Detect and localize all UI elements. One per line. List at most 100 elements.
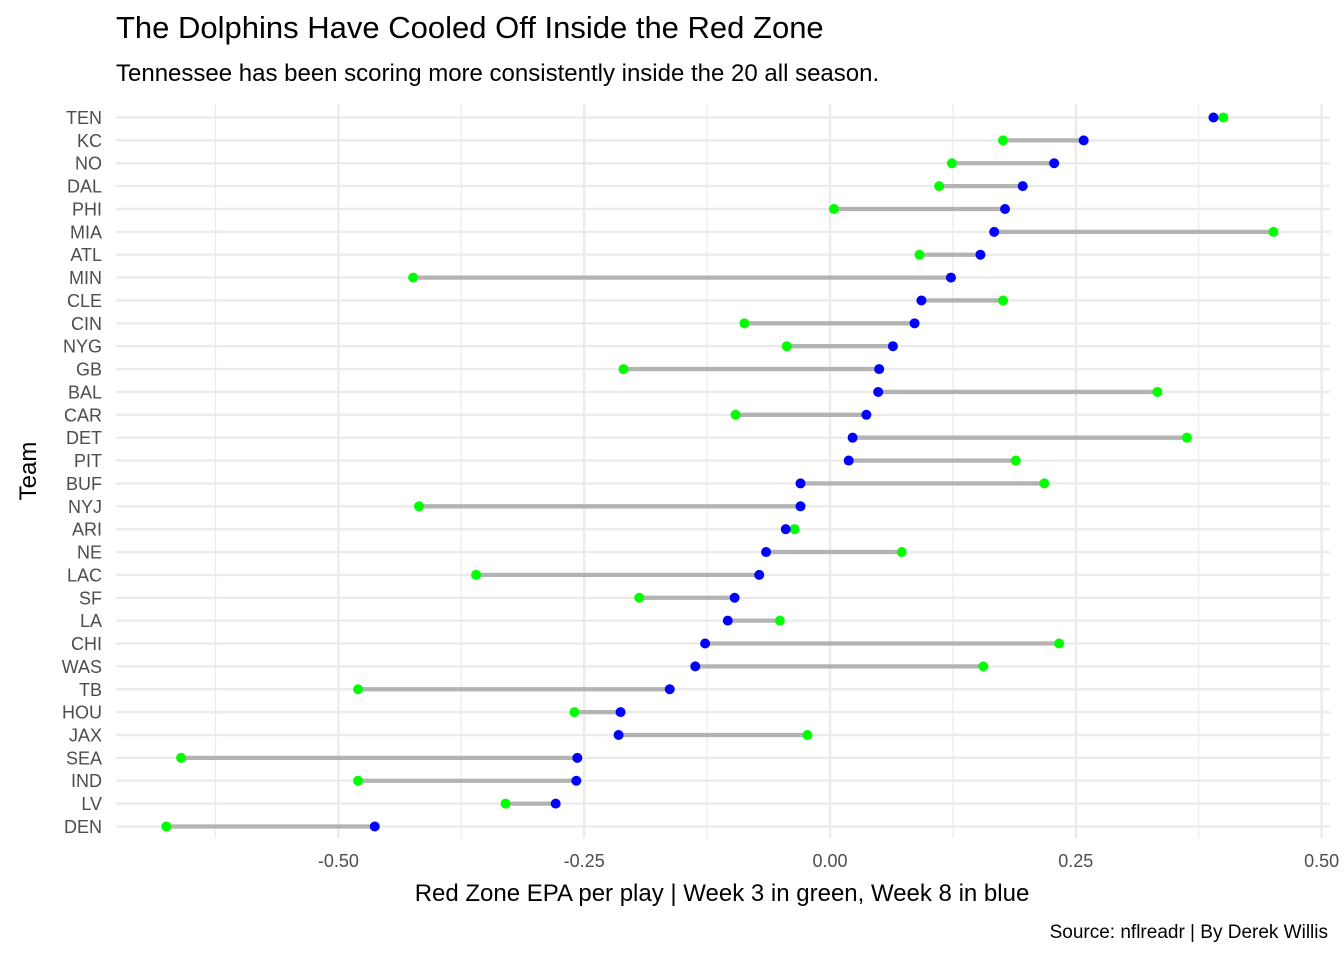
x-tick-labels: -0.50 -0.25 0.00 0.25 0.50	[318, 851, 1339, 871]
y-tick-label: JAX	[69, 725, 102, 745]
y-tick-label: SF	[79, 588, 102, 608]
point-week3-atl	[914, 249, 925, 260]
y-tick-label: BUF	[66, 474, 102, 494]
y-tick-label: HOU	[62, 703, 102, 723]
point-week8-phi	[1000, 203, 1011, 214]
point-week3-lv	[500, 798, 511, 809]
y-tick-label: ATL	[70, 245, 102, 265]
point-week3-nyg	[781, 341, 792, 352]
y-axis-title: Team	[15, 442, 42, 501]
y-tick-label: NYJ	[68, 497, 102, 517]
y-tick-label: DAL	[67, 177, 102, 197]
point-week8-nyj	[795, 501, 806, 512]
y-tick-label: MIA	[70, 222, 102, 242]
chart-title: The Dolphins Have Cooled Off Inside the …	[116, 10, 824, 45]
point-week3-bal	[1152, 386, 1163, 397]
point-week3-was	[978, 661, 989, 672]
point-week3-ne	[896, 547, 907, 558]
point-week8-dal	[1017, 181, 1028, 192]
x-axis-title: Red Zone EPA per play | Week 3 in green,…	[415, 880, 1030, 907]
point-week8-gb	[874, 364, 885, 375]
point-week3-gb	[618, 364, 629, 375]
grid-lines	[116, 104, 1330, 838]
y-tick-label: TB	[79, 680, 102, 700]
point-week3-la	[774, 615, 785, 626]
y-tick-label: IND	[71, 771, 102, 791]
y-tick-label: KC	[77, 131, 102, 151]
point-week8-hou	[615, 707, 626, 718]
y-tick-label: TEN	[66, 108, 102, 128]
point-week8-ten	[1208, 112, 1219, 123]
x-tick-label: 0.25	[1058, 851, 1093, 871]
point-week3-sf	[634, 592, 645, 603]
x-tick-label: -0.50	[318, 851, 359, 871]
y-tick-label: LA	[80, 611, 102, 631]
x-tick-label: 0.50	[1304, 851, 1339, 871]
x-tick-label: -0.25	[564, 851, 605, 871]
point-week3-cin	[739, 318, 750, 329]
chart-subtitle: Tennessee has been scoring more consiste…	[116, 60, 880, 87]
point-week8-la	[722, 615, 733, 626]
point-week3-sea	[176, 752, 187, 763]
point-week3-chi	[1054, 638, 1065, 649]
point-week8-bal	[873, 386, 884, 397]
point-week8-den	[369, 821, 380, 832]
point-week8-pit	[843, 455, 854, 466]
point-week8-nyg	[887, 341, 898, 352]
point-week3-hou	[569, 707, 580, 718]
point-week8-min	[945, 272, 956, 283]
chart-caption: Source: nflreadr | By Derek Willis	[1049, 922, 1328, 943]
x-tick-label: 0.00	[812, 851, 847, 871]
y-tick-label: CHI	[71, 634, 102, 654]
point-week3-no	[946, 158, 957, 169]
y-tick-label: NO	[75, 154, 102, 174]
y-tick-label: WAS	[62, 657, 102, 677]
point-week3-ten	[1218, 112, 1229, 123]
point-week3-den	[161, 821, 172, 832]
point-week8-cle	[916, 295, 927, 306]
point-week8-kc	[1078, 135, 1089, 146]
point-week8-mia	[989, 226, 1000, 237]
point-week8-chi	[700, 638, 711, 649]
point-week3-ind	[353, 775, 364, 786]
point-week3-buf	[1039, 478, 1050, 489]
y-tick-label: PHI	[72, 199, 102, 219]
point-week3-min	[408, 272, 419, 283]
y-tick-label: CIN	[71, 314, 102, 334]
points	[161, 112, 1279, 832]
point-week8-ne	[761, 547, 772, 558]
y-tick-label: DEN	[64, 817, 102, 837]
point-week8-jax	[613, 729, 624, 740]
point-week3-car	[730, 409, 741, 420]
y-tick-label: PIT	[74, 451, 102, 471]
y-tick-label: NYG	[63, 337, 102, 357]
point-week8-buf	[795, 478, 806, 489]
point-week3-jax	[802, 729, 813, 740]
point-week3-cle	[998, 295, 1009, 306]
y-tick-label: NE	[77, 543, 102, 563]
y-tick-label: CLE	[67, 291, 102, 311]
y-tick-label: MIN	[69, 268, 102, 288]
point-week8-lac	[754, 569, 765, 580]
point-week8-atl	[975, 249, 986, 260]
y-tick-label: SEA	[66, 748, 102, 768]
point-week3-mia	[1268, 226, 1279, 237]
point-week3-kc	[998, 135, 1009, 146]
point-week8-sea	[572, 752, 583, 763]
point-week8-det	[847, 432, 858, 443]
point-week8-ind	[571, 775, 582, 786]
point-week8-ari	[780, 524, 791, 535]
point-week8-was	[690, 661, 701, 672]
point-week3-nyj	[414, 501, 425, 512]
y-tick-label: LAC	[67, 565, 102, 585]
y-tick-label: ARI	[72, 520, 102, 540]
point-week8-lv	[550, 798, 561, 809]
y-tick-label: GB	[76, 360, 102, 380]
point-week8-tb	[664, 684, 675, 695]
point-week3-tb	[353, 684, 364, 695]
y-tick-label: LV	[81, 794, 102, 814]
point-week8-car	[861, 409, 872, 420]
point-week8-cin	[909, 318, 920, 329]
